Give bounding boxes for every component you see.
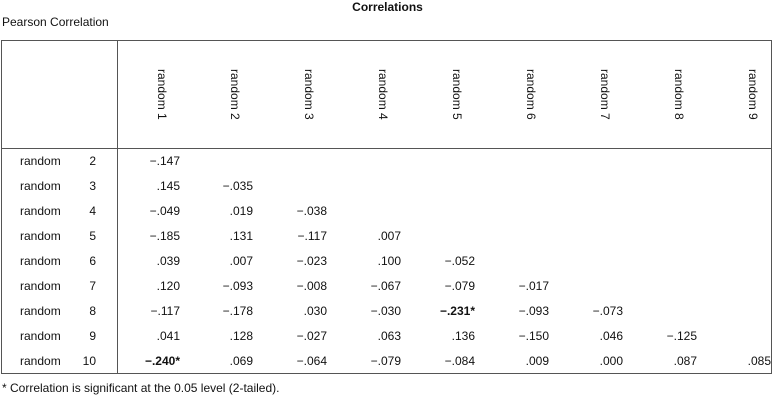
table-cell: .019 bbox=[229, 204, 253, 218]
table-cell: −.150 bbox=[518, 329, 549, 343]
column-header: random 4 bbox=[376, 69, 390, 120]
table-title: Correlations bbox=[352, 0, 423, 14]
table-cell: −.117 bbox=[150, 304, 180, 318]
column-header: random 3 bbox=[302, 69, 316, 120]
row-label-number: 4 bbox=[89, 204, 96, 218]
table-cell: .007 bbox=[377, 229, 401, 243]
table-cell: −.027 bbox=[296, 329, 327, 343]
table-cell: .131 bbox=[229, 229, 253, 243]
row-label-number: 10 bbox=[82, 354, 96, 368]
table-cell: −.093 bbox=[222, 279, 253, 293]
column-header: random 1 bbox=[155, 69, 169, 120]
column-header: random 5 bbox=[450, 69, 464, 120]
table-cell: −.147 bbox=[149, 154, 180, 168]
table-cell: .030 bbox=[303, 304, 327, 318]
table-subtitle: Pearson Correlation bbox=[2, 15, 109, 29]
table-cell: −.008 bbox=[296, 279, 327, 293]
row-label-word: random bbox=[20, 329, 61, 343]
table-cell: −.079 bbox=[370, 354, 401, 368]
table-cell: −.035 bbox=[222, 179, 253, 193]
table-cell: .120 bbox=[156, 279, 180, 293]
table-cell: −.240* bbox=[144, 354, 180, 368]
row-label-word: random bbox=[20, 354, 61, 368]
table-cell: −.178 bbox=[222, 304, 253, 318]
table-cell: −.064 bbox=[296, 354, 327, 368]
table-cell: −.093 bbox=[518, 304, 549, 318]
table-cell: .145 bbox=[156, 179, 180, 193]
table-cell: −.073 bbox=[592, 304, 623, 318]
table-cell: −.049 bbox=[149, 204, 180, 218]
table-cell: −.117 bbox=[297, 229, 327, 243]
table-cell: −.038 bbox=[296, 204, 327, 218]
row-label-number: 9 bbox=[89, 329, 96, 343]
row-label-number: 2 bbox=[89, 154, 96, 168]
table-cell: .069 bbox=[229, 354, 253, 368]
table-cell: .009 bbox=[525, 354, 549, 368]
correlation-table: random 1 random 2 random 3 random 4 random 5… bbox=[1, 40, 772, 374]
column-header: random 6 bbox=[524, 69, 538, 120]
table-cell: .085 bbox=[747, 354, 771, 368]
table-cell: −.017 bbox=[518, 279, 549, 293]
table-cell: −.231* bbox=[439, 304, 475, 318]
table-cell: .128 bbox=[229, 329, 253, 343]
table-cell: .039 bbox=[156, 254, 180, 268]
table-cell: .087 bbox=[673, 354, 697, 368]
column-header: random 7 bbox=[598, 69, 612, 120]
table-cell: −.030 bbox=[370, 304, 401, 318]
table-cell: −.125 bbox=[666, 329, 697, 343]
table-cell: −.052 bbox=[444, 254, 475, 268]
row-label-word: random bbox=[20, 229, 61, 243]
row-label-number: 8 bbox=[89, 304, 96, 318]
row-label-word: random bbox=[20, 279, 61, 293]
column-header: random 8 bbox=[672, 69, 686, 120]
table-cell: −.023 bbox=[296, 254, 327, 268]
row-label-word: random bbox=[20, 154, 61, 168]
table-cell: .046 bbox=[599, 329, 623, 343]
row-label-word: random bbox=[20, 204, 61, 218]
header-divider bbox=[2, 148, 771, 149]
table-cell: .000 bbox=[599, 354, 623, 368]
row-label-number: 7 bbox=[89, 279, 96, 293]
table-cell: .063 bbox=[377, 329, 401, 343]
table-cell: .136 bbox=[451, 329, 475, 343]
table-cell: .041 bbox=[156, 329, 180, 343]
column-header: random 2 bbox=[228, 69, 242, 120]
table-cell: .100 bbox=[377, 254, 401, 268]
column-header: random 9 bbox=[746, 69, 760, 120]
row-label-number: 5 bbox=[89, 229, 96, 243]
row-label-number: 3 bbox=[89, 179, 96, 193]
footnote: * Correlation is significant at the 0.05… bbox=[2, 381, 280, 395]
row-label-word: random bbox=[20, 179, 61, 193]
row-label-divider bbox=[117, 41, 118, 373]
row-label-number: 6 bbox=[89, 254, 96, 268]
table-cell: .007 bbox=[229, 254, 253, 268]
table-cell: −.079 bbox=[444, 279, 475, 293]
table-cell: −.185 bbox=[149, 229, 180, 243]
table-cell: −.067 bbox=[370, 279, 401, 293]
row-label-word: random bbox=[20, 254, 61, 268]
row-label-word: random bbox=[20, 304, 61, 318]
table-cell: −.084 bbox=[444, 354, 475, 368]
